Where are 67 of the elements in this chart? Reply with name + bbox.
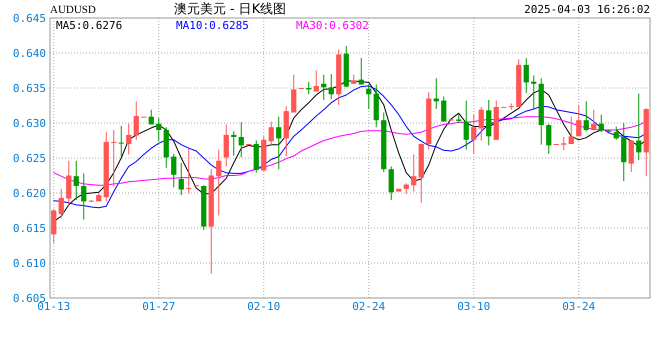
text: AUDUSD (50, 4, 96, 16)
candlestick (321, 74, 326, 100)
candlestick (74, 160, 79, 200)
candlestick (351, 74, 356, 84)
candlestick (148, 109, 154, 125)
candlestick (358, 57, 364, 85)
candlestick (464, 100, 469, 150)
candlestick (118, 125, 124, 158)
candlestick (478, 106, 484, 141)
candlestick (576, 104, 582, 137)
candlestick (598, 114, 604, 133)
candlestick (584, 100, 589, 132)
candlestick (276, 116, 282, 170)
candlestick (156, 118, 162, 142)
y-tick-label: 0.630 (12, 117, 46, 130)
y-tick-label: 0.625 (12, 152, 46, 165)
chart-title: 澳元美元 - 日K线图 (174, 1, 286, 17)
x-tick-label: 02-24 (352, 300, 386, 313)
candlestick (134, 100, 139, 140)
y-tick-label: 0.645 (12, 12, 46, 25)
y-tick-label: 0.640 (12, 47, 46, 60)
text: MA10:0.6285 (176, 19, 249, 32)
candlestick (111, 130, 116, 188)
candlestick (58, 188, 64, 219)
candlestick (268, 121, 274, 147)
y-tick-label: 0.620 (12, 187, 46, 200)
candlestick (524, 57, 529, 94)
candlestick (411, 154, 416, 192)
text: MA5:0.6276 (56, 19, 122, 32)
candlestick (126, 123, 132, 155)
candlestick (231, 130, 236, 156)
x-tick-label: 03-24 (562, 300, 596, 313)
candlestick (404, 182, 409, 194)
x-tick-label: 02-10 (247, 300, 280, 313)
candlestick (591, 109, 596, 132)
candlestick (291, 74, 296, 113)
candlestick (546, 123, 552, 154)
candlestick (314, 70, 319, 92)
candlestick (238, 122, 244, 158)
candlestick (66, 160, 72, 207)
candlestick (636, 93, 642, 161)
candlestick (306, 81, 312, 95)
candlestick (434, 78, 439, 110)
candlestick (471, 114, 476, 154)
candlestick (441, 96, 446, 122)
candlestick (51, 208, 56, 244)
candlestick (171, 153, 176, 188)
candlestick (178, 162, 184, 196)
candlestick (456, 112, 462, 124)
candlestick (186, 148, 192, 194)
candlestick (224, 124, 229, 167)
candlestick (366, 84, 372, 110)
x-tick-label: 01-27 (142, 300, 176, 313)
x-tick-label: 03-10 (457, 300, 490, 313)
candlestick (614, 126, 619, 140)
y-tick-label: 0.635 (12, 82, 46, 95)
text: MA30:0.6302 (296, 19, 369, 32)
candlestick (81, 172, 86, 220)
candlestick (328, 74, 334, 100)
y-tick-label: 0.610 (12, 257, 46, 270)
candlestick (568, 116, 574, 144)
candlestick (216, 149, 222, 216)
candlestick (388, 166, 394, 200)
candlestick (531, 74, 536, 110)
text: 2025-04-03 16:26:02 (524, 3, 650, 16)
candlestick (628, 139, 634, 172)
y-tick-label: 0.615 (12, 222, 46, 235)
